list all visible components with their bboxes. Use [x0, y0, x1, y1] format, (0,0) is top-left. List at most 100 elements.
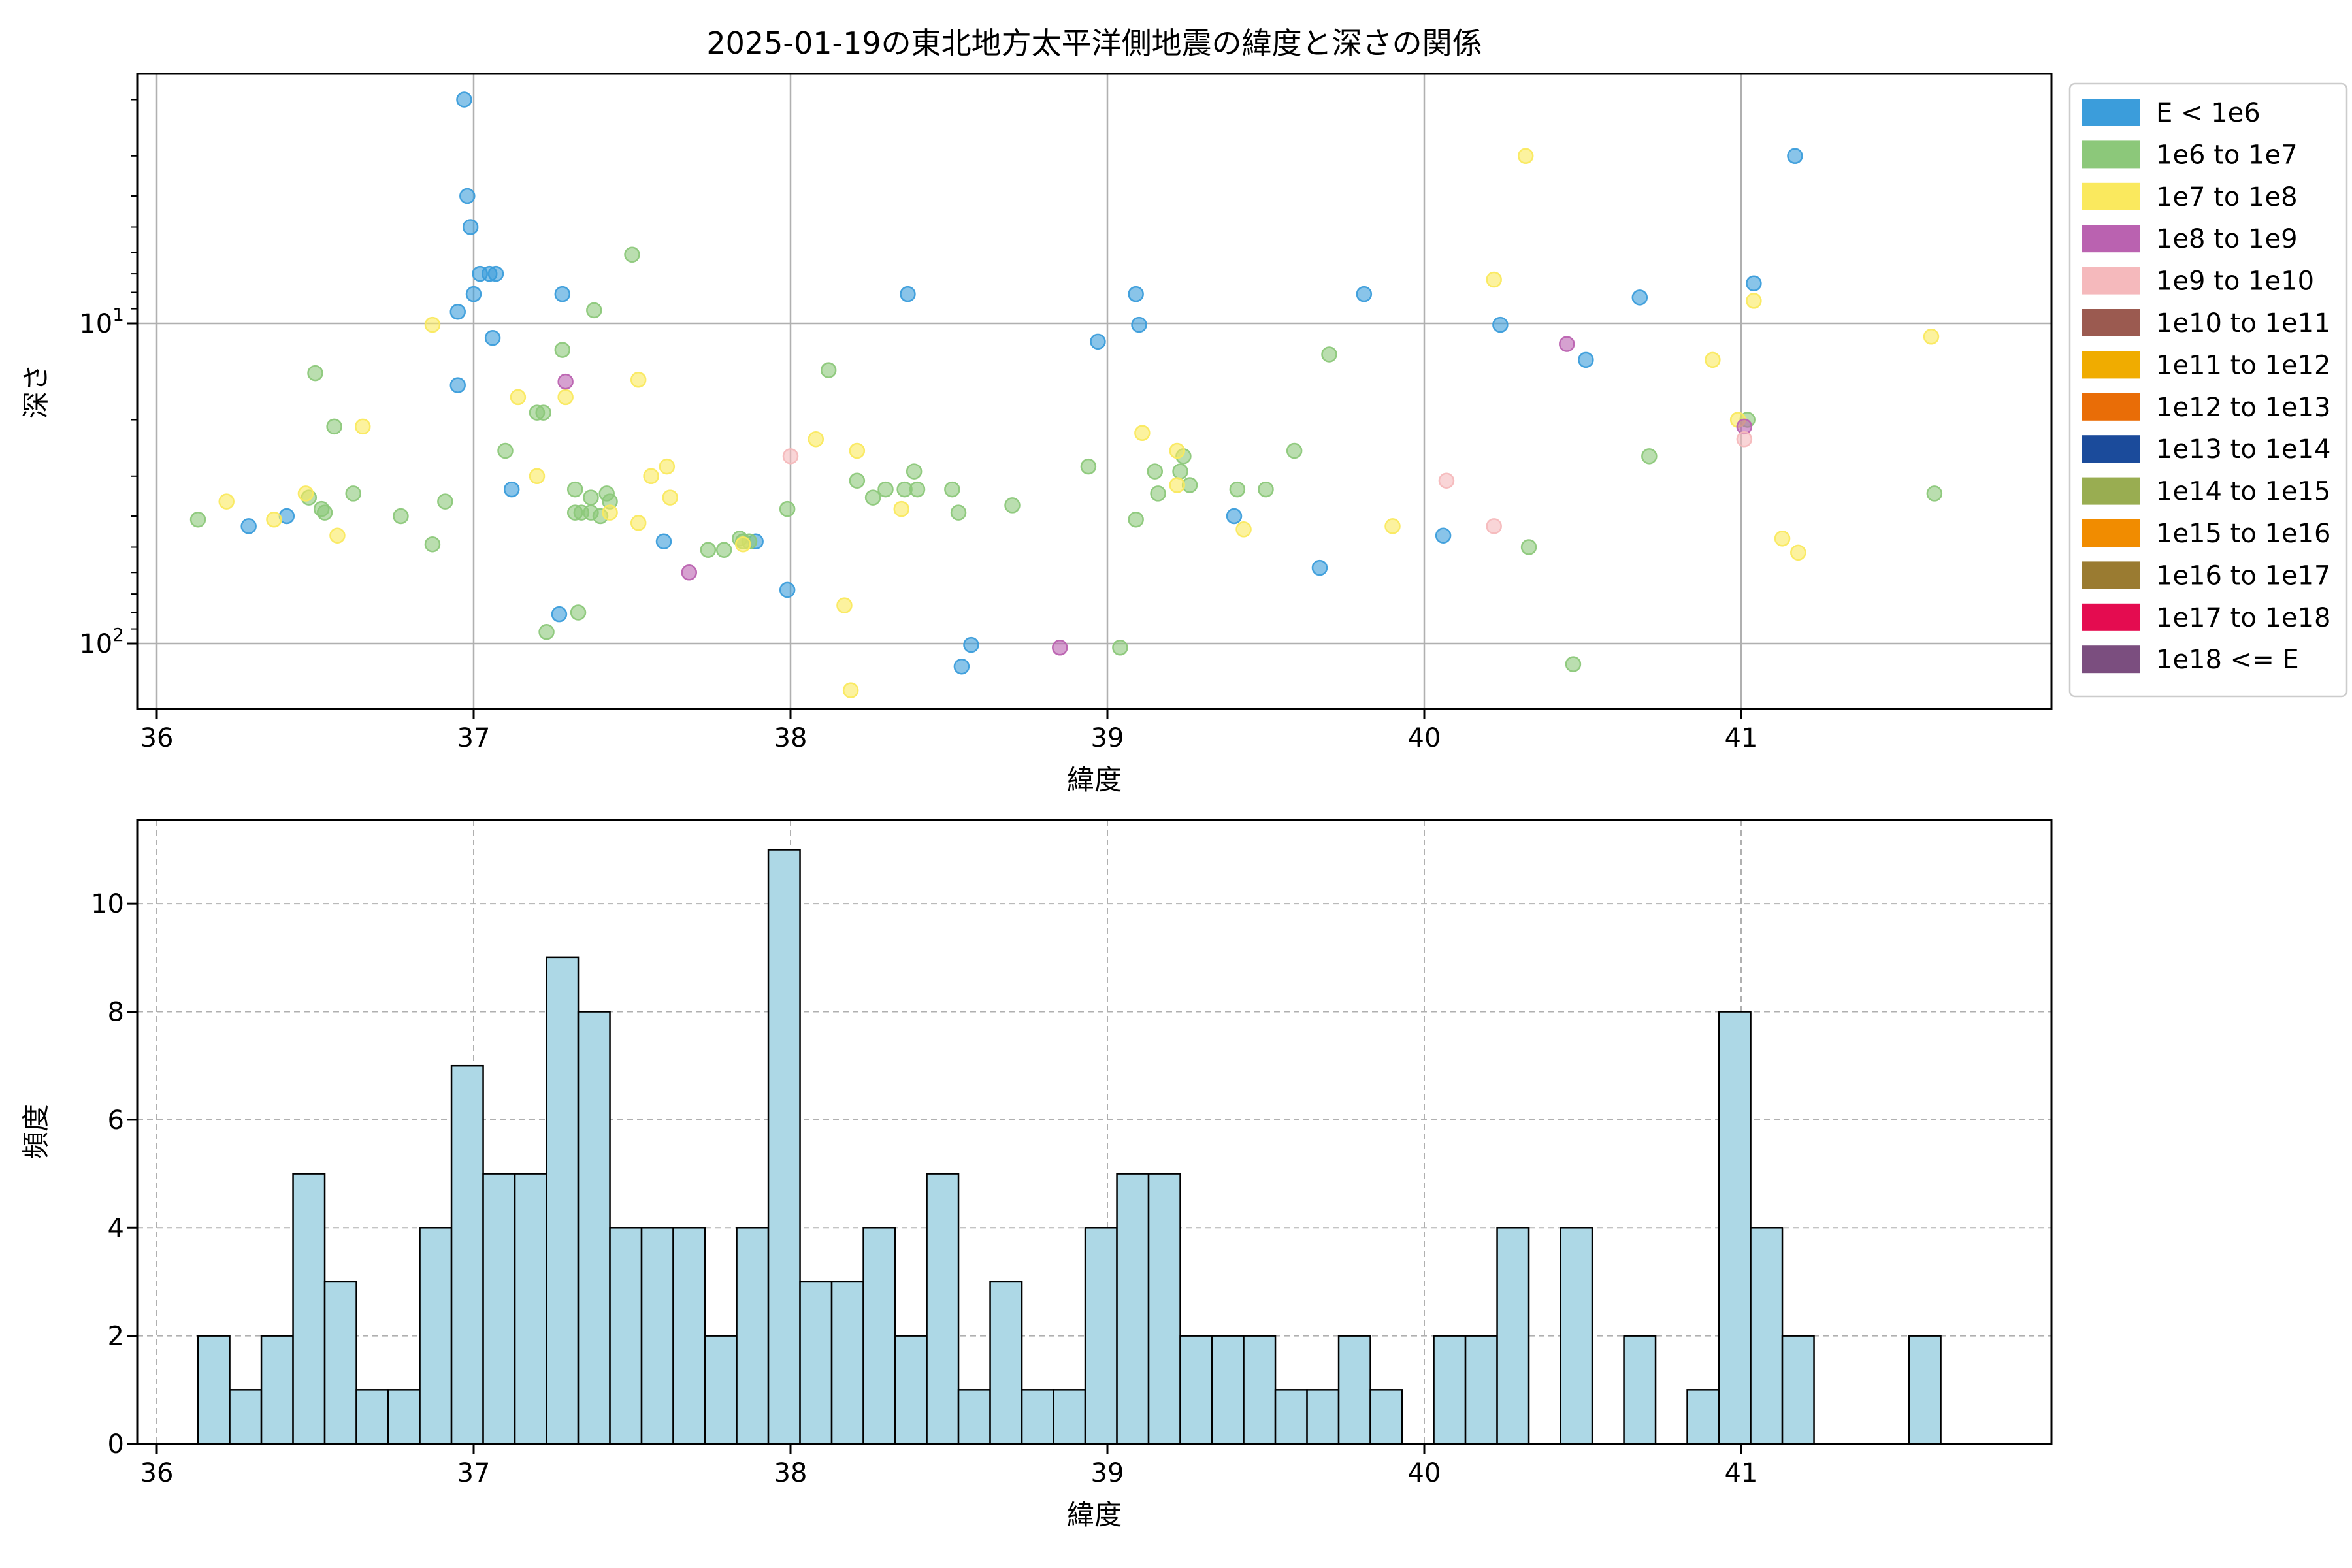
hist-bar [355, 1389, 389, 1445]
hist-bar [736, 1227, 770, 1445]
hist-bar [1179, 1335, 1213, 1445]
hist-bar [1053, 1389, 1086, 1445]
hist-bar [640, 1227, 674, 1445]
scatter-point [782, 448, 799, 465]
scatter-point [906, 463, 923, 480]
hist-bar [1496, 1227, 1530, 1445]
scatter-xtick-label: 38 [774, 723, 808, 753]
scatter-point [808, 431, 825, 448]
hist-bar [704, 1335, 738, 1445]
hist-bar [1274, 1389, 1308, 1445]
hist-bar [862, 1227, 896, 1445]
scatter-point [1486, 271, 1502, 288]
scatter-point [307, 365, 323, 382]
legend-label: 1e18 <= E [2156, 645, 2299, 675]
hist-bar [609, 1227, 643, 1445]
scatter-point [554, 286, 571, 302]
scatter-point [662, 489, 678, 506]
scatter-point [189, 512, 206, 528]
scatter-point [963, 636, 979, 653]
scatter-point [849, 442, 866, 459]
scatter-point [1112, 640, 1128, 656]
hist-bar [1084, 1227, 1118, 1445]
scatter-point [449, 377, 466, 393]
scatter-point [849, 472, 866, 489]
legend-label: 1e6 to 1e7 [2156, 140, 2298, 170]
scatter-point [1080, 458, 1097, 475]
hist-bar [957, 1389, 991, 1445]
scatter-point [1147, 463, 1163, 480]
hist-ylabel: 頻度 [20, 1103, 52, 1160]
hist-xlabel: 緯度 [1066, 1499, 1122, 1531]
scatter-point [864, 489, 881, 506]
hist-bar [229, 1389, 263, 1445]
scatter-point [1746, 275, 1762, 292]
scatter-point [700, 542, 717, 558]
scatter-point [266, 512, 282, 528]
scatter-point [1705, 351, 1721, 368]
hist-bar [450, 1064, 484, 1445]
scatter-point [643, 468, 659, 485]
hist-xtick-label: 40 [1408, 1458, 1441, 1488]
scatter-point [630, 372, 647, 388]
scatter-point [1172, 463, 1188, 480]
legend-label: 1e17 to 1e18 [2156, 603, 2331, 633]
legend-label: 1e12 to 1e13 [2156, 393, 2331, 423]
hist-bar [1781, 1335, 1815, 1445]
hist-bar [1718, 1011, 1752, 1445]
scatter-point [1746, 293, 1762, 309]
hist-bar [1021, 1389, 1054, 1445]
hist-ytick-label: 10 [91, 889, 124, 919]
scatter-point [624, 246, 640, 263]
scatter-point [836, 597, 853, 613]
scatter-point [1286, 442, 1303, 459]
scatter-point [1128, 512, 1144, 528]
legend-label: 1e9 to 1e10 [2156, 267, 2314, 297]
hist-bar [482, 1173, 516, 1445]
legend-swatch [2082, 267, 2140, 295]
scatter-point [1150, 485, 1166, 502]
hist-bar [1908, 1335, 1942, 1445]
legend-swatch [2082, 603, 2140, 631]
hist-ytick-label: 2 [108, 1322, 124, 1352]
legend-label: 1e8 to 1e9 [2156, 224, 2298, 254]
legend-swatch [2082, 561, 2140, 589]
scatter-point [950, 504, 967, 521]
scatter-xlabel: 緯度 [1066, 764, 1122, 796]
hist-bar [1623, 1335, 1657, 1445]
scatter-point [510, 389, 527, 406]
hist-bar [799, 1281, 833, 1445]
scatter-point [909, 481, 926, 498]
hist-bar [894, 1335, 928, 1445]
scatter-point [655, 533, 672, 550]
scatter-point [345, 485, 361, 502]
scatter-point [681, 564, 698, 581]
hist-xtick-label: 41 [1725, 1458, 1758, 1488]
legend-label: 1e15 to 1e16 [2156, 519, 2331, 549]
hist-bar [989, 1281, 1023, 1445]
scatter-point [1169, 442, 1185, 459]
legend-label: 1e14 to 1e15 [2156, 477, 2331, 507]
scatter-point [1321, 346, 1337, 363]
hist-xtick-label: 38 [774, 1458, 808, 1488]
scatter-point [1565, 656, 1582, 672]
scatter-point [456, 91, 472, 108]
legend-label: 1e11 to 1e12 [2156, 350, 2331, 380]
legend-label: 1e16 to 1e17 [2156, 561, 2331, 591]
scatter-point [462, 219, 479, 235]
hist-bar [1750, 1227, 1784, 1445]
scatter-point [551, 606, 568, 623]
scatter-point [1486, 518, 1502, 534]
scatter-point [583, 489, 599, 506]
scatter-point [1226, 508, 1243, 525]
scatter-xtick-label: 36 [140, 723, 174, 753]
scatter-point [1774, 531, 1791, 547]
legend-swatch [2082, 477, 2140, 505]
scatter-point [424, 316, 441, 333]
hist-bar [926, 1173, 960, 1445]
scatter-point [1435, 527, 1452, 544]
scatter-point [297, 485, 314, 502]
hist-ytick-label: 4 [108, 1213, 124, 1243]
scatter-point [1736, 431, 1753, 448]
